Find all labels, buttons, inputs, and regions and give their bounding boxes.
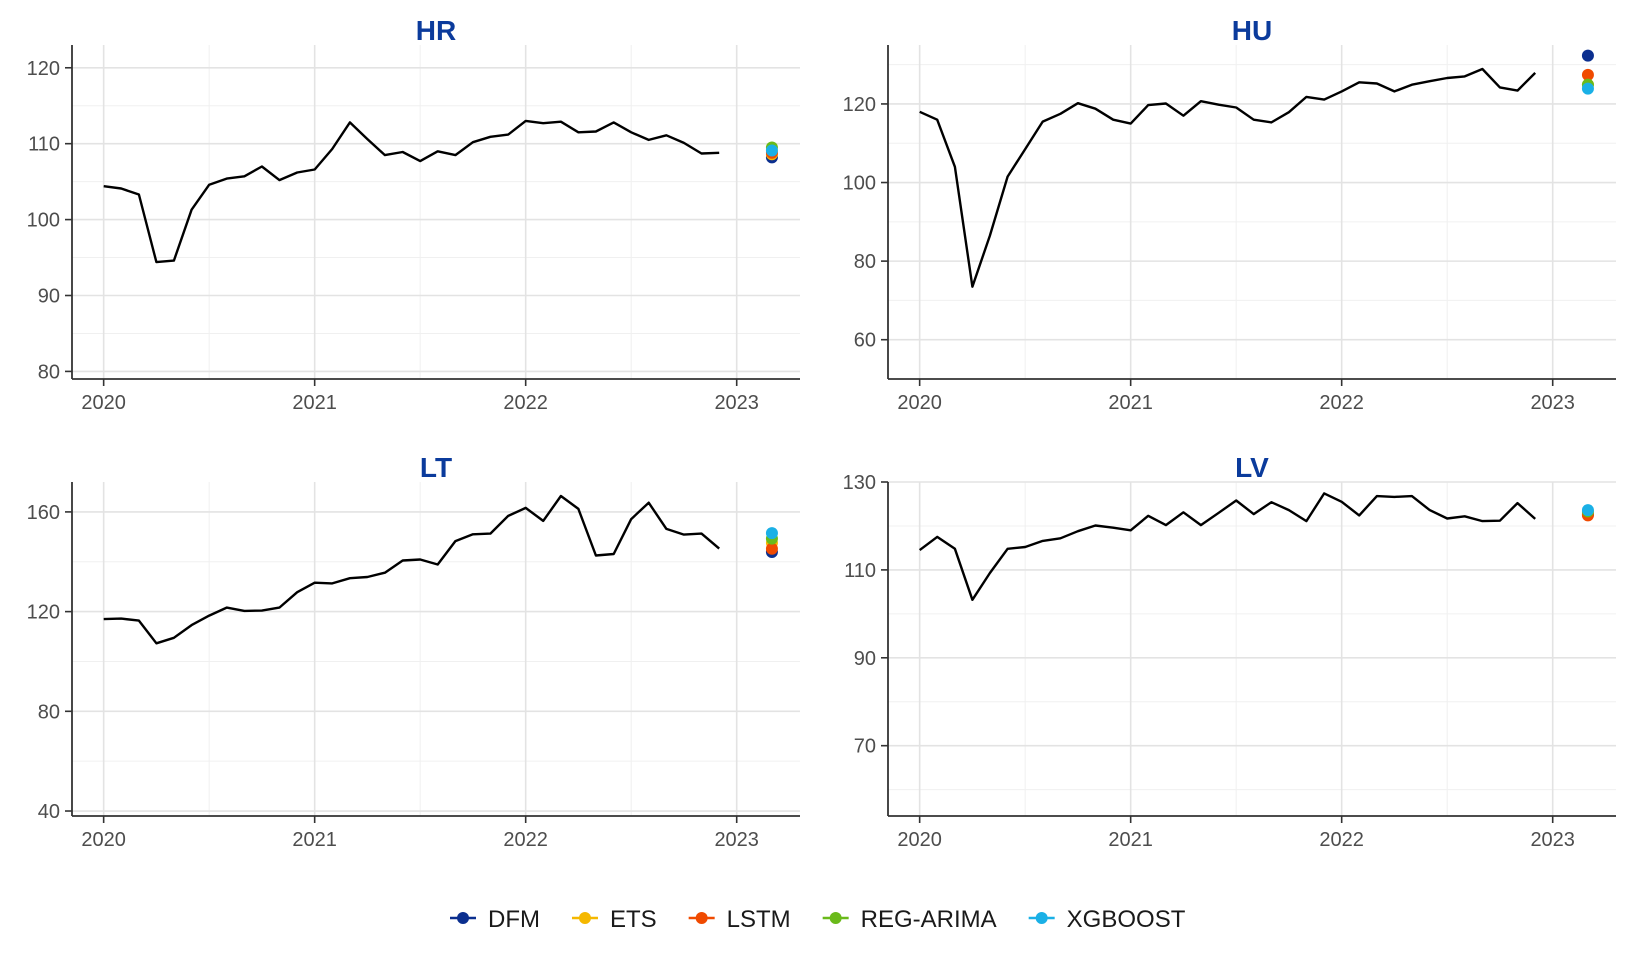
forecast-point-xgboost xyxy=(765,527,778,540)
legend-key-point xyxy=(695,912,708,924)
y-tick-label: 120 xyxy=(27,58,60,80)
x-tick-label: 2020 xyxy=(897,392,942,414)
y-tick-label: 100 xyxy=(843,173,876,195)
x-tick-label: 2022 xyxy=(1319,392,1364,414)
legend-label: REG-ARIMA xyxy=(861,906,997,933)
legend-item-dfm: DFM xyxy=(450,906,540,933)
actual-series-line xyxy=(918,492,1536,601)
y-tick-label: 90 xyxy=(38,286,60,308)
y-tick-label: 120 xyxy=(843,94,876,116)
actual-series-line xyxy=(919,67,1537,288)
y-tick-label: 130 xyxy=(843,472,876,494)
legend-key-point xyxy=(578,912,591,924)
forecast-point-lstm xyxy=(765,542,778,555)
y-tick-label: 70 xyxy=(854,736,876,758)
y-tick-label: 100 xyxy=(27,210,60,232)
x-tick-label: 2021 xyxy=(1108,392,1153,414)
legend-item-ets: ETS xyxy=(571,906,657,933)
y-tick-label: 80 xyxy=(854,251,876,273)
x-tick-label: 2022 xyxy=(503,829,548,851)
y-tick-label: 80 xyxy=(38,361,60,383)
x-tick-label: 2023 xyxy=(714,392,759,414)
legend-label: DFM xyxy=(488,906,540,933)
y-tick-label: 110 xyxy=(844,560,876,582)
y-tick-label: 120 xyxy=(27,602,60,624)
y-tick-label: 110 xyxy=(28,134,60,156)
actual-series-line xyxy=(103,494,720,645)
x-tick-label: 2020 xyxy=(81,829,126,851)
y-tick-label: 160 xyxy=(27,502,60,524)
x-tick-label: 2021 xyxy=(1108,829,1153,851)
forecast-point-xgboost xyxy=(765,144,778,157)
legend-key-point xyxy=(1035,912,1048,924)
panel-lv: 70 90 110 130 2020 2021 2022 2023 LV xyxy=(843,452,1616,851)
legend-item-lstm: LSTM xyxy=(688,906,791,933)
y-tick-label: 80 xyxy=(38,701,60,723)
panel-hu: 60 80 100 120 2020 2021 2022 2023 HU xyxy=(843,15,1616,414)
panel-title: HU xyxy=(1232,15,1272,46)
y-tick-label: 60 xyxy=(854,330,876,352)
x-tick-label: 2022 xyxy=(1319,829,1364,851)
x-tick-label: 2020 xyxy=(81,392,126,414)
legend: DFM ETS LSTM REG-ARIMA XGBOOST xyxy=(450,906,1186,933)
legend-key-point xyxy=(829,912,842,924)
x-tick-label: 2020 xyxy=(897,829,942,851)
legend-key-point xyxy=(457,912,469,924)
x-tick-label: 2021 xyxy=(292,392,337,414)
y-tick-label: 90 xyxy=(854,648,876,670)
panel-title: LT xyxy=(420,452,452,483)
legend-label: LSTM xyxy=(727,906,791,933)
x-tick-label: 2023 xyxy=(1530,392,1575,414)
panel-hr: 80 90 100 110 120 2020 2021 2022 2023 HR xyxy=(27,15,800,414)
x-tick-label: 2022 xyxy=(503,392,548,414)
actual-series-line xyxy=(103,119,720,264)
y-tick-label: 40 xyxy=(38,801,60,823)
forecast-point-xgboost xyxy=(1581,504,1594,517)
forecast-point-xgboost xyxy=(1581,82,1594,95)
x-tick-label: 2023 xyxy=(1530,829,1575,851)
legend-label: ETS xyxy=(610,906,657,933)
forecast-point-dfm xyxy=(1581,49,1594,62)
panel-title: HR xyxy=(416,15,456,46)
forecast-point-lstm xyxy=(1581,68,1594,81)
x-tick-label: 2023 xyxy=(714,829,759,851)
legend-item-xgboost: XGBOOST xyxy=(1028,906,1186,933)
panel-title: LV xyxy=(1235,452,1269,483)
panel-lt: 40 80 120 160 2020 2021 2022 2023 LT xyxy=(27,452,800,851)
legend-item-reg-arima: REG-ARIMA xyxy=(822,906,997,933)
x-tick-label: 2021 xyxy=(292,829,337,851)
legend-label: XGBOOST xyxy=(1067,906,1186,933)
